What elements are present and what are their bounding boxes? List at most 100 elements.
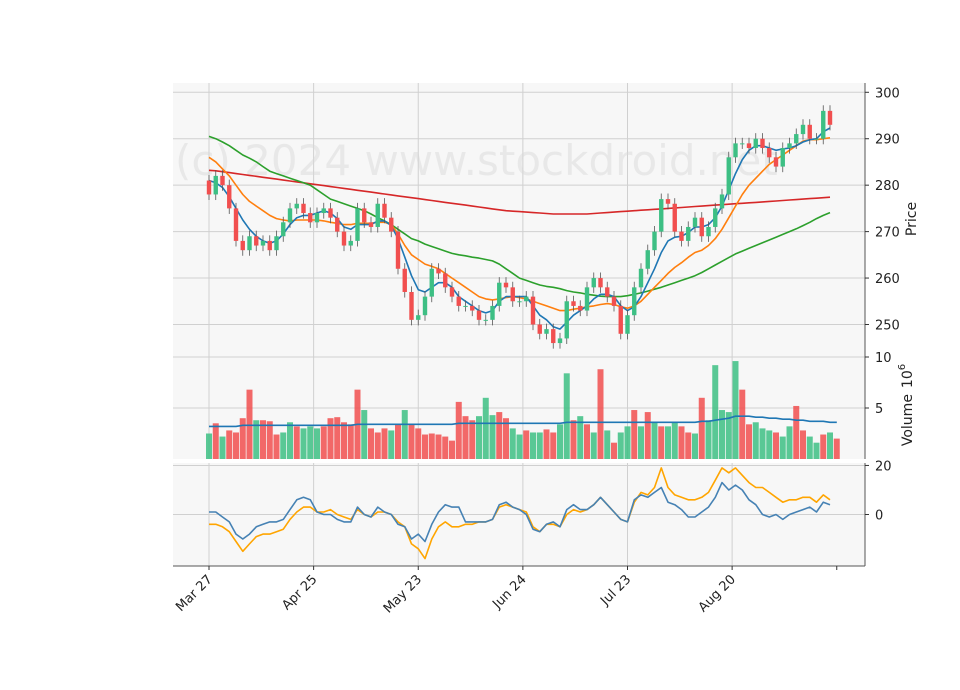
candle-body [227, 185, 232, 209]
price-tick-label: 300 [875, 86, 900, 101]
oscillator-lines [209, 467, 831, 560]
volume-bar [530, 432, 536, 459]
candle-body [544, 329, 549, 334]
volume-bar [455, 401, 462, 459]
volume-bar [422, 434, 428, 459]
candle-body [220, 175, 225, 186]
candle-body [746, 143, 752, 149]
candle-body [591, 278, 596, 288]
volume-bar [698, 397, 705, 459]
candle-body [719, 194, 725, 209]
volume-bar [435, 434, 442, 459]
candle-body [328, 208, 333, 218]
volume-bar [428, 433, 435, 459]
volume-bar [266, 421, 273, 459]
price-tick-label: 270 [875, 226, 900, 241]
volume-bar [523, 430, 530, 459]
candle-body [476, 310, 482, 320]
volume-bar [624, 426, 631, 459]
candle-body [274, 236, 279, 251]
volume-bar [489, 415, 496, 459]
volume-bar [597, 369, 604, 459]
candle-body [638, 268, 644, 288]
candle-body [503, 282, 509, 288]
volume-bar [651, 422, 658, 459]
volume-bar [739, 389, 746, 459]
volume-bar [314, 428, 320, 459]
volume-bar [327, 418, 334, 459]
candle-body [618, 305, 623, 334]
candle-body [449, 287, 455, 297]
volume-bar [779, 436, 786, 459]
oscillator-main-line [209, 481, 831, 543]
ma-slow-line [208, 135, 831, 298]
volume-bar [611, 442, 617, 459]
volume-bar [678, 426, 685, 459]
candle-body [800, 124, 806, 135]
volume-bar [212, 423, 219, 459]
candle-body [821, 110, 826, 139]
candle-body [760, 138, 765, 149]
volume-bar [577, 416, 584, 459]
candle-body [395, 231, 401, 269]
volume-bar [705, 420, 712, 459]
volume-bar [725, 412, 732, 459]
candle-body [794, 134, 799, 144]
x-tick-label: Jul 23 [597, 572, 634, 609]
volume-bar [253, 420, 260, 459]
candle-body [389, 217, 394, 232]
volume-bars [206, 361, 840, 459]
volume-tick-label: 10 [875, 351, 892, 366]
volume-bar [557, 424, 563, 459]
volume-bar [442, 436, 449, 459]
price-axis-label: Price [904, 202, 920, 236]
candle-body [611, 296, 617, 306]
candle-body [260, 240, 266, 246]
candle-body [409, 291, 414, 320]
price-tick-label: 260 [875, 272, 900, 287]
candle-body [645, 250, 650, 269]
volume-bar [692, 433, 698, 459]
axes [173, 83, 869, 570]
candle-body [557, 338, 563, 344]
candle-body [314, 213, 320, 223]
volume-bar [388, 430, 395, 459]
volume-bar [671, 422, 678, 459]
volume-bar [503, 418, 509, 459]
candle-body [773, 157, 779, 167]
candle-body [483, 319, 488, 321]
candle-body [827, 110, 833, 125]
volume-bar [833, 438, 840, 459]
volume-bar [395, 424, 401, 459]
candle-body [436, 268, 441, 274]
candle-body [733, 143, 738, 158]
volume-bar [786, 426, 793, 459]
volume-bar [665, 426, 671, 459]
candle-body [497, 282, 502, 306]
candle-body [267, 240, 272, 251]
candle-body [375, 203, 380, 227]
candle-body [456, 296, 461, 306]
volume-bar [563, 373, 570, 459]
volume-bar [219, 436, 226, 459]
candle-body [659, 199, 664, 232]
volume-bar [293, 426, 300, 459]
candle-body [247, 236, 252, 251]
candle-body [530, 296, 536, 325]
volume-bar [381, 428, 388, 459]
candle-body [213, 175, 218, 195]
candle-body [287, 208, 293, 223]
volume-average-line [209, 415, 837, 428]
candle-body [740, 143, 745, 145]
ma-long-line [208, 169, 831, 215]
volume-bar [408, 424, 415, 459]
candle-body [767, 148, 772, 158]
volume-bar [307, 426, 314, 459]
volume-bar [482, 397, 489, 459]
volume-axis-label: Volume 106 [897, 364, 916, 446]
volume-bar [658, 426, 665, 459]
volume-bar [644, 412, 651, 459]
volume-bar [584, 424, 590, 459]
